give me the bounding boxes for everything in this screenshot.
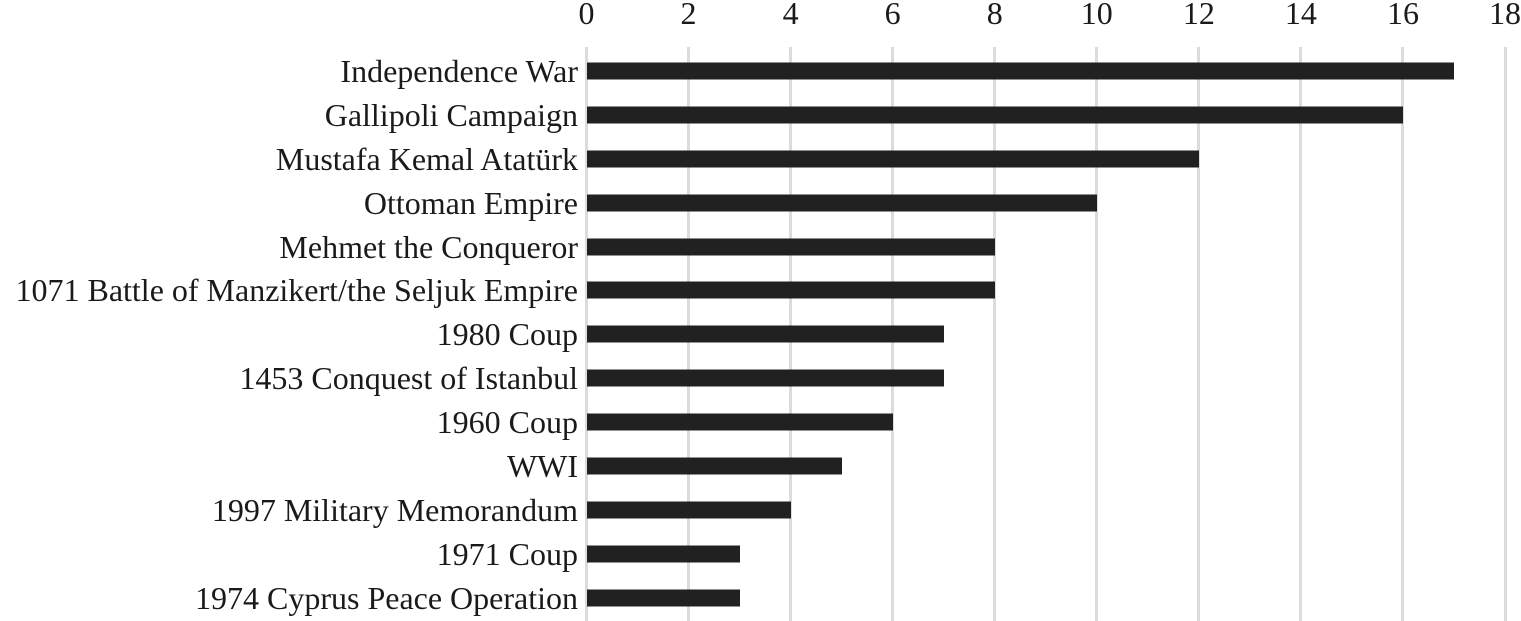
category-label: 1960 Coup <box>436 404 578 440</box>
gridline <box>1503 47 1507 621</box>
category-label: 1980 Coup <box>436 316 578 353</box>
category-label: Mustafa Kemal Atatürk <box>275 140 578 177</box>
category-label: 1453 Conquest of Istanbul <box>239 360 578 397</box>
category-label: Independence War <box>340 53 578 89</box>
bar <box>586 589 740 606</box>
category-label: Gallipoli Campaign <box>324 96 578 133</box>
category-label: 1971 Coup <box>436 535 578 572</box>
bar <box>586 150 1199 168</box>
bar <box>586 106 1403 124</box>
category-label: 1071 Battle of Manzikert/the Seljuk Empi… <box>15 272 578 309</box>
category-label: Mehmet the Conqueror <box>279 228 578 265</box>
bar <box>586 369 944 387</box>
x-axis-tick-label: 6 <box>884 0 901 31</box>
gridline <box>1299 47 1303 621</box>
category-label: 1974 Cyprus Peace Operation <box>194 579 578 616</box>
x-axis-tick-label: 16 <box>1386 0 1419 31</box>
bar <box>586 545 740 563</box>
bar <box>586 194 1097 212</box>
bar <box>586 281 995 299</box>
gridline <box>1095 47 1099 621</box>
bar <box>586 501 791 519</box>
x-axis-tick-label: 8 <box>986 0 1003 31</box>
x-axis-tick-label: 4 <box>782 0 799 31</box>
bar <box>586 457 842 475</box>
bar <box>586 325 944 343</box>
x-axis-tick-label: 12 <box>1182 0 1215 31</box>
x-axis-tick-label: 0 <box>578 0 595 31</box>
gridline <box>1401 47 1405 621</box>
gridline <box>993 47 997 621</box>
bar <box>586 413 893 431</box>
category-label: Ottoman Empire <box>363 184 578 221</box>
x-axis-tick-label: 14 <box>1284 0 1317 31</box>
x-axis-tick-label: 2 <box>680 0 697 31</box>
category-label: 1997 Military Memorandum <box>211 491 578 528</box>
category-label: WWI <box>506 447 578 484</box>
x-axis-tick-label: 10 <box>1080 0 1113 31</box>
gridline <box>1197 47 1201 621</box>
bar <box>586 238 995 255</box>
bar <box>586 62 1454 80</box>
x-axis-tick-label: 18 <box>1489 0 1521 31</box>
